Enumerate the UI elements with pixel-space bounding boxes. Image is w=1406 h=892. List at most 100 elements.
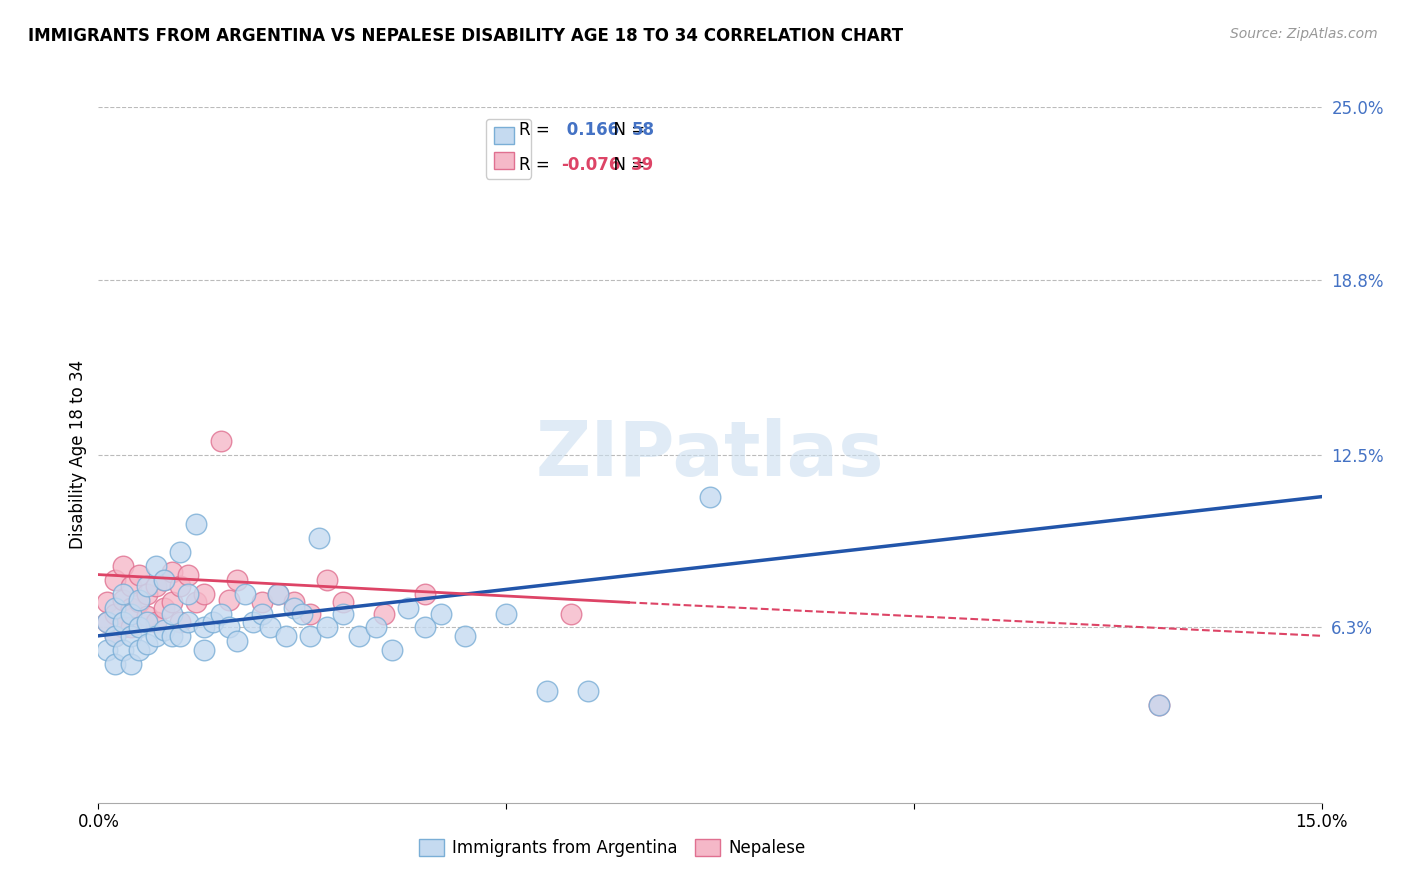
- Point: [283, 595, 305, 609]
- Point: [104, 629, 127, 643]
- Text: R =: R =: [519, 121, 555, 139]
- Text: Source: ZipAtlas.com: Source: ZipAtlas.com: [1230, 27, 1378, 41]
- Point: [160, 565, 183, 579]
- Point: [152, 573, 174, 587]
- Point: [145, 629, 167, 643]
- Point: [145, 579, 167, 593]
- Text: R =: R =: [519, 156, 555, 174]
- Point: [1147, 698, 1170, 713]
- Point: [177, 567, 200, 582]
- Point: [136, 609, 159, 624]
- Point: [396, 601, 419, 615]
- Point: [104, 573, 127, 587]
- Point: [169, 629, 191, 643]
- Point: [536, 684, 558, 698]
- Point: [193, 620, 215, 634]
- Point: [413, 587, 436, 601]
- Point: [169, 615, 191, 629]
- Point: [193, 587, 215, 601]
- Point: [242, 615, 264, 629]
- Point: [291, 607, 314, 621]
- Point: [430, 607, 453, 621]
- Y-axis label: Disability Age 18 to 34: Disability Age 18 to 34: [69, 360, 87, 549]
- Point: [283, 601, 305, 615]
- Point: [136, 615, 159, 629]
- Point: [111, 592, 134, 607]
- Point: [96, 615, 118, 629]
- Point: [120, 607, 142, 621]
- Point: [160, 607, 183, 621]
- Point: [145, 615, 167, 629]
- Point: [495, 607, 517, 621]
- Text: IMMIGRANTS FROM ARGENTINA VS NEPALESE DISABILITY AGE 18 TO 34 CORRELATION CHART: IMMIGRANTS FROM ARGENTINA VS NEPALESE DI…: [28, 27, 903, 45]
- Text: 39: 39: [631, 156, 655, 174]
- Point: [152, 573, 174, 587]
- Point: [177, 587, 200, 601]
- Point: [226, 634, 249, 648]
- Point: [120, 579, 142, 593]
- Point: [218, 620, 240, 634]
- Legend: Immigrants from Argentina, Nepalese: Immigrants from Argentina, Nepalese: [412, 832, 811, 864]
- Point: [160, 629, 183, 643]
- Text: 58: 58: [631, 121, 654, 139]
- Point: [373, 607, 395, 621]
- Point: [136, 637, 159, 651]
- Point: [96, 595, 118, 609]
- Point: [560, 607, 582, 621]
- Point: [120, 620, 142, 634]
- Point: [299, 629, 322, 643]
- Point: [104, 607, 127, 621]
- Text: 0.166: 0.166: [561, 121, 619, 139]
- Point: [250, 607, 273, 621]
- Point: [128, 642, 150, 657]
- Text: -0.076: -0.076: [561, 156, 620, 174]
- Point: [308, 532, 330, 546]
- Point: [315, 620, 337, 634]
- Point: [413, 620, 436, 634]
- Point: [332, 595, 354, 609]
- Point: [299, 607, 322, 621]
- Point: [233, 587, 256, 601]
- Point: [111, 620, 134, 634]
- Point: [332, 607, 354, 621]
- Point: [104, 657, 127, 671]
- Point: [120, 629, 142, 643]
- Point: [576, 684, 599, 698]
- Point: [128, 592, 150, 607]
- Point: [267, 587, 290, 601]
- Point: [136, 587, 159, 601]
- Point: [209, 434, 232, 448]
- Point: [128, 595, 150, 609]
- Point: [128, 567, 150, 582]
- Point: [454, 629, 477, 643]
- Point: [186, 595, 208, 609]
- Point: [96, 642, 118, 657]
- Point: [111, 587, 134, 601]
- Point: [349, 629, 371, 643]
- Point: [96, 615, 118, 629]
- Point: [381, 642, 404, 657]
- Point: [193, 642, 215, 657]
- Point: [104, 629, 127, 643]
- Point: [152, 624, 174, 638]
- Point: [169, 579, 191, 593]
- Point: [145, 559, 167, 574]
- Text: ZIPatlas: ZIPatlas: [536, 418, 884, 491]
- Point: [250, 595, 273, 609]
- Point: [104, 601, 127, 615]
- Point: [111, 559, 134, 574]
- Point: [274, 629, 297, 643]
- Point: [699, 490, 721, 504]
- Point: [111, 615, 134, 629]
- Point: [160, 595, 183, 609]
- Point: [315, 573, 337, 587]
- Point: [226, 573, 249, 587]
- Text: N =: N =: [603, 121, 651, 139]
- Point: [128, 620, 150, 634]
- Point: [152, 601, 174, 615]
- Point: [177, 615, 200, 629]
- Point: [120, 601, 142, 615]
- Point: [209, 607, 232, 621]
- Point: [120, 657, 142, 671]
- Point: [186, 517, 208, 532]
